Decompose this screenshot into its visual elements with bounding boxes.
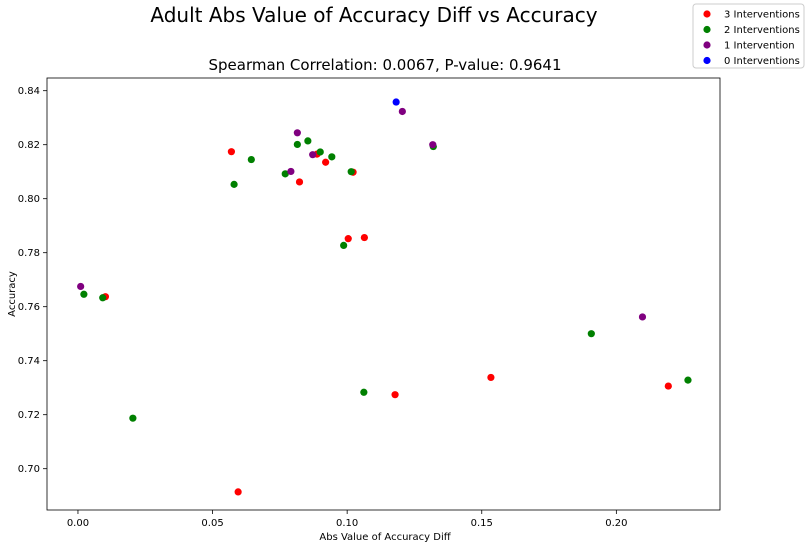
legend: 3 Interventions 2 Interventions 1 Interven…: [692, 3, 805, 69]
figure-suptitle: Adult Abs Value of Accuracy Diff vs Accu…: [150, 3, 597, 27]
y-tick-label: 0.74: [18, 356, 40, 367]
data-point: [391, 391, 399, 399]
data-point: [99, 294, 107, 302]
series-group: [80, 137, 692, 422]
data-point: [322, 158, 330, 166]
y-tick-label: 0.80: [18, 194, 40, 205]
legend-label: 2 Interventions: [724, 25, 800, 36]
y-axis-label: Accuracy: [7, 271, 18, 317]
legend-label: 1 Intervention: [724, 41, 795, 52]
data-point: [347, 168, 355, 176]
x-axis-label: Abs Value of Accuracy Diff: [319, 532, 451, 543]
data-point: [293, 129, 301, 137]
legend-marker: [703, 10, 711, 18]
data-point: [309, 151, 317, 159]
data-point: [234, 488, 242, 496]
data-point: [129, 414, 137, 422]
data-point: [340, 241, 348, 249]
series-group: [77, 107, 647, 321]
data-point: [328, 153, 336, 161]
y-tick-label: 0.78: [18, 248, 40, 259]
data-point: [293, 140, 301, 149]
data-point: [287, 167, 295, 176]
plot-frame: [46, 77, 721, 511]
scatter-points: [77, 98, 692, 496]
axes-title: Spearman Correlation: 0.0067, P-value: 0…: [208, 56, 561, 74]
data-point: [429, 141, 437, 149]
legend-marker: [703, 25, 711, 34]
y-tick-label: 0.70: [18, 464, 40, 475]
y-tick-label: 0.82: [18, 140, 40, 151]
data-point: [398, 107, 406, 116]
legend-marker: [703, 56, 711, 65]
x-axis-ticks: 0.00 0.05 0.10 0.15 0.20: [67, 510, 627, 529]
data-point: [316, 148, 324, 156]
x-tick-label: 0.20: [605, 518, 627, 529]
data-point: [80, 290, 88, 298]
y-axis-ticks: 0.70 0.72 0.74 0.76 0.78 0.80 0.82 0.84: [18, 86, 47, 475]
x-tick-label: 0.00: [67, 518, 89, 529]
data-point: [587, 330, 595, 338]
data-point: [664, 382, 672, 390]
data-point: [487, 373, 495, 382]
data-point: [281, 170, 289, 178]
y-tick-label: 0.72: [18, 410, 40, 421]
data-point: [392, 98, 400, 106]
data-point: [295, 178, 304, 186]
data-point: [230, 180, 238, 188]
x-tick-label: 0.05: [201, 518, 223, 529]
legend-label: 3 Interventions: [724, 10, 800, 21]
x-tick-label: 0.15: [471, 518, 493, 529]
legend-frame: [692, 3, 805, 69]
data-point: [638, 313, 647, 321]
plot-area: [46, 77, 721, 511]
series-group: [392, 98, 400, 106]
data-point: [304, 137, 312, 145]
legend-label: 0 Interventions: [724, 56, 800, 67]
y-tick-label: 0.76: [18, 302, 40, 313]
data-point: [227, 148, 236, 156]
x-tick-label: 0.10: [336, 518, 358, 529]
data-point: [344, 235, 352, 243]
data-point: [360, 388, 368, 396]
y-tick-label: 0.84: [18, 86, 40, 97]
data-point: [684, 376, 692, 384]
data-point: [247, 155, 255, 164]
data-point: [77, 282, 85, 291]
data-point: [360, 233, 368, 242]
legend-marker: [703, 41, 711, 49]
